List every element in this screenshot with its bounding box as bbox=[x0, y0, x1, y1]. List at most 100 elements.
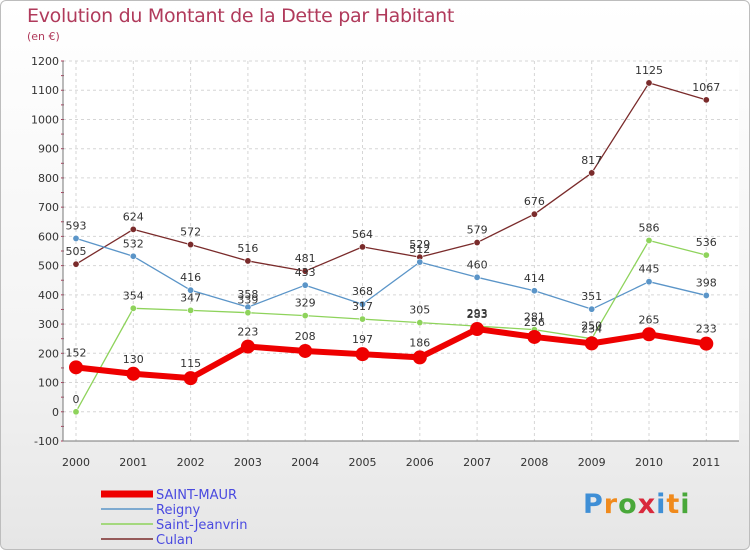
y-tick-label: 0 bbox=[52, 406, 59, 419]
data-point bbox=[187, 306, 195, 314]
data-point bbox=[412, 350, 427, 365]
data-label: 283 bbox=[467, 308, 488, 321]
x-tick-label: 2001 bbox=[119, 456, 147, 469]
data-label: 676 bbox=[524, 195, 545, 208]
data-point bbox=[355, 347, 370, 362]
data-label: 347 bbox=[180, 291, 201, 304]
data-point bbox=[301, 312, 309, 320]
data-label: 529 bbox=[409, 238, 430, 251]
y-tick-label: 500 bbox=[38, 260, 59, 273]
x-tick-label: 2007 bbox=[463, 456, 491, 469]
x-tick-label: 2009 bbox=[578, 456, 606, 469]
data-point bbox=[702, 96, 710, 104]
y-tick-label: 200 bbox=[38, 347, 59, 360]
y-tick-label: 300 bbox=[38, 318, 59, 331]
data-point bbox=[530, 287, 538, 295]
data-point bbox=[69, 360, 83, 375]
data-label: 339 bbox=[237, 294, 258, 307]
data-point bbox=[358, 315, 366, 323]
data-label: 586 bbox=[639, 221, 660, 234]
x-tick-label: 2000 bbox=[62, 456, 90, 469]
proxiti-logo: Proxiti bbox=[583, 489, 691, 520]
data-point bbox=[183, 371, 198, 386]
data-point bbox=[530, 210, 538, 218]
y-tick-label: 1100 bbox=[31, 84, 59, 97]
data-label: 481 bbox=[295, 252, 316, 265]
data-label: 433 bbox=[295, 266, 316, 279]
data-point bbox=[129, 304, 137, 312]
data-label: 115 bbox=[180, 357, 201, 370]
data-label: 564 bbox=[352, 228, 373, 241]
data-label: 354 bbox=[123, 289, 144, 302]
data-label: 329 bbox=[295, 297, 316, 310]
data-label: 416 bbox=[180, 271, 201, 284]
data-label: 265 bbox=[639, 313, 660, 326]
data-label: 445 bbox=[639, 263, 660, 276]
y-tick-label: 800 bbox=[38, 172, 59, 185]
data-point bbox=[588, 305, 596, 313]
legend-label: Reigny bbox=[156, 503, 201, 518]
data-point bbox=[72, 234, 80, 242]
data-label: 152 bbox=[66, 346, 87, 359]
data-label: 460 bbox=[467, 258, 488, 271]
data-point bbox=[702, 251, 710, 259]
data-point bbox=[187, 241, 195, 249]
chart-title: Evolution du Montant de la Dette par Hab… bbox=[27, 5, 455, 27]
data-point bbox=[129, 225, 137, 233]
legend-label: Culan bbox=[156, 533, 193, 548]
data-label: 351 bbox=[581, 290, 602, 303]
data-label: 414 bbox=[524, 272, 545, 285]
x-tick-label: 2006 bbox=[406, 456, 434, 469]
data-point bbox=[702, 291, 710, 299]
y-tick-label: 1200 bbox=[31, 55, 59, 68]
x-tick-label: 2004 bbox=[291, 456, 319, 469]
data-point bbox=[129, 252, 137, 260]
data-label: 305 bbox=[409, 304, 430, 317]
x-tick-label: 2002 bbox=[177, 456, 205, 469]
y-tick-label: 700 bbox=[38, 201, 59, 214]
data-label: 624 bbox=[123, 210, 144, 223]
x-tick-label: 2008 bbox=[520, 456, 548, 469]
data-label: 505 bbox=[66, 245, 87, 258]
data-label: 233 bbox=[696, 323, 717, 336]
y-tick-label: 600 bbox=[38, 230, 59, 243]
data-label: 250 bbox=[581, 320, 602, 333]
data-label: 130 bbox=[123, 353, 144, 366]
x-tick-label: 2003 bbox=[234, 456, 262, 469]
data-point bbox=[240, 339, 255, 354]
y-tick-label: 100 bbox=[38, 377, 59, 390]
data-point bbox=[645, 79, 653, 87]
series-line bbox=[75, 237, 707, 310]
legend-label: SAINT-MAUR bbox=[156, 488, 237, 503]
data-label: 234 bbox=[581, 322, 602, 335]
data-label: 512 bbox=[409, 243, 430, 256]
data-point bbox=[588, 169, 596, 177]
data-label: 572 bbox=[180, 226, 201, 239]
y-tick-label: -100 bbox=[34, 435, 59, 448]
data-point bbox=[298, 343, 313, 358]
y-tick-label: 900 bbox=[38, 143, 59, 156]
data-point bbox=[470, 322, 485, 337]
data-label: 317 bbox=[352, 300, 373, 313]
series-line bbox=[75, 239, 707, 413]
data-label: 1125 bbox=[635, 64, 663, 77]
data-point bbox=[645, 278, 653, 286]
data-point bbox=[126, 366, 141, 381]
data-point bbox=[244, 309, 252, 317]
data-point bbox=[527, 329, 542, 344]
data-label: 223 bbox=[237, 326, 258, 339]
data-label: 532 bbox=[123, 237, 144, 250]
data-label: 186 bbox=[409, 336, 430, 349]
plot-area bbox=[63, 61, 739, 441]
x-tick-label: 2011 bbox=[692, 456, 720, 469]
data-point bbox=[416, 258, 424, 266]
series-line bbox=[75, 326, 707, 382]
data-point bbox=[584, 336, 599, 351]
series-line bbox=[75, 82, 707, 272]
chart-unit: (en €) bbox=[27, 30, 60, 43]
data-label: 0 bbox=[73, 393, 80, 406]
data-label: 1067 bbox=[692, 81, 720, 94]
data-label: 536 bbox=[696, 236, 717, 249]
data-label: 208 bbox=[295, 330, 316, 343]
